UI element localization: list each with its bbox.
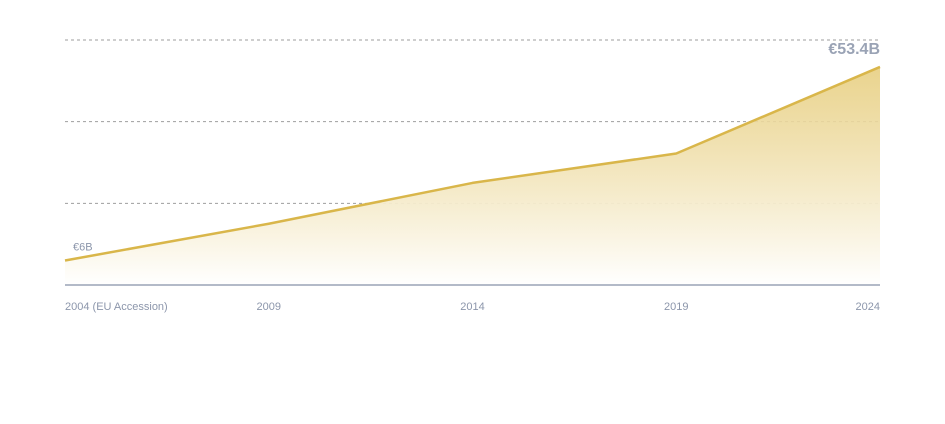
x-tick-label-0: 2004 (EU Accession) <box>65 301 168 313</box>
area-layer <box>64 65 881 285</box>
start-value-label: €6B <box>73 242 93 254</box>
x-tick-label-2: 2014 <box>460 301 484 313</box>
area-fill <box>65 66 880 285</box>
x-tick-label-1: 2009 <box>257 301 281 313</box>
x-tick-label-4: 2024 <box>856 301 880 313</box>
end-value-label: €53.4B <box>828 41 880 58</box>
series-line <box>64 65 881 262</box>
label-layer: €6B €53.4B <box>73 41 880 254</box>
x-tick-labels: 2004 (EU Accession) 2009 2014 2019 2024 <box>65 301 880 313</box>
x-tick-label-3: 2019 <box>664 301 688 313</box>
